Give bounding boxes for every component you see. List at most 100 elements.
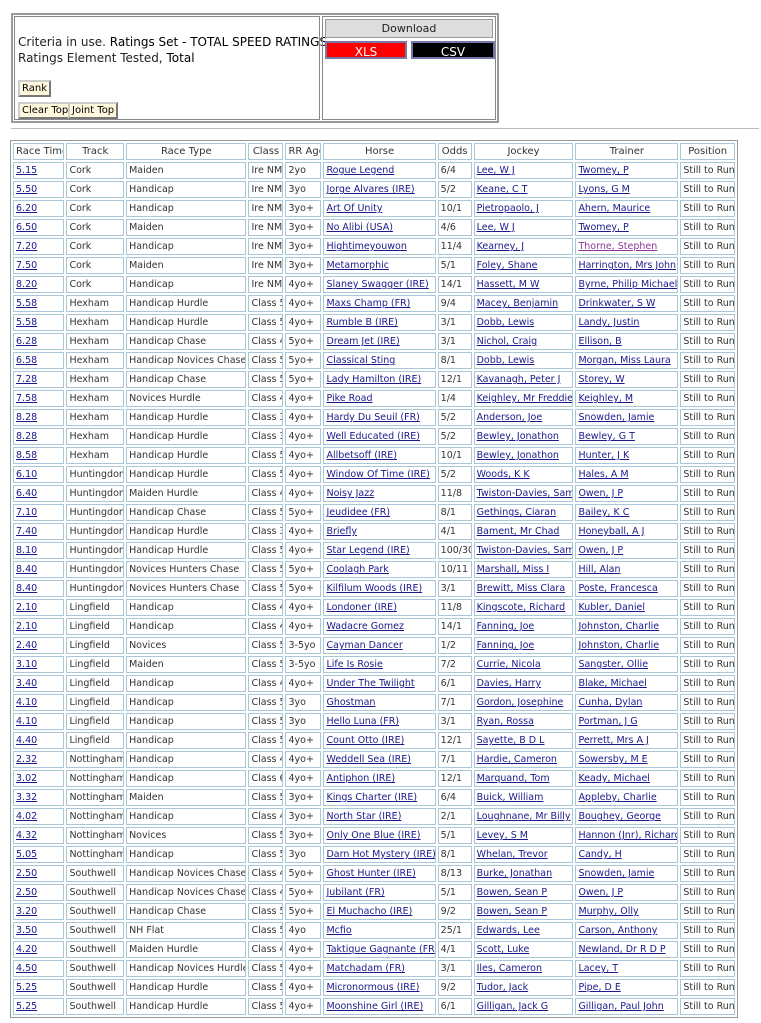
race-time-link[interactable]: 7.40	[16, 526, 38, 537]
horse-link[interactable]: Under The Twilight	[326, 678, 415, 689]
horse-link[interactable]: Kilfilum Woods (IRE)	[326, 583, 423, 594]
jockey-link[interactable]: Dobb, Lewis	[476, 317, 535, 328]
jockey-link[interactable]: Bowen, Sean P	[476, 906, 548, 917]
csv-download-button[interactable]: CSV	[411, 41, 495, 59]
trainer-link[interactable]: Snowden, Jamie	[578, 868, 655, 879]
jockey-link[interactable]: Woods, K K	[476, 469, 530, 480]
horse-link[interactable]: Slaney Swagger (IRE)	[326, 279, 429, 290]
jockey-link[interactable]: Hassett, M W	[476, 279, 540, 290]
jockey-link[interactable]: Sayette, B D L	[476, 735, 545, 746]
race-time-link[interactable]: 5.25	[16, 1001, 38, 1012]
race-time-link[interactable]: 8.40	[16, 564, 38, 575]
jockey-link[interactable]: Bewley, Jonathon	[476, 450, 559, 461]
race-time-link[interactable]: 7.28	[16, 374, 38, 385]
trainer-link[interactable]: Johnston, Charlie	[578, 640, 660, 651]
horse-link[interactable]: Only One Blue (IRE)	[326, 830, 421, 841]
trainer-link[interactable]: Keady, Michael	[578, 773, 650, 784]
jockey-link[interactable]: Buick, William	[476, 792, 544, 803]
horse-link[interactable]: Rumble B (IRE)	[326, 317, 398, 328]
jockey-link[interactable]: Kearney, J	[476, 241, 525, 252]
jockey-link[interactable]: Currie, Nicola	[476, 659, 541, 670]
race-time-link[interactable]: 3.32	[16, 792, 38, 803]
horse-link[interactable]: Jorge Alvares (IRE)	[326, 184, 415, 195]
race-time-link[interactable]: 5.25	[16, 982, 38, 993]
trainer-link[interactable]: Drinkwater, S W	[578, 298, 656, 309]
jockey-link[interactable]: Nichol, Craig	[476, 336, 538, 347]
race-time-link[interactable]: 6.50	[16, 222, 38, 233]
trainer-link[interactable]: Keighley, M	[578, 393, 634, 404]
horse-link[interactable]: Wadacre Gomez	[326, 621, 404, 632]
trainer-link[interactable]: Twomey, P	[578, 222, 629, 233]
jockey-link[interactable]: Marshall, Miss I	[476, 564, 550, 575]
race-time-link[interactable]: 8.40	[16, 583, 38, 594]
race-time-link[interactable]: 8.58	[16, 450, 38, 461]
trainer-link[interactable]: Snowden, Jamie	[578, 412, 655, 423]
race-time-link[interactable]: 4.10	[16, 716, 38, 727]
horse-link[interactable]: Noisy Jazz	[326, 488, 375, 499]
trainer-link[interactable]: Carson, Anthony	[578, 925, 658, 936]
horse-link[interactable]: Lady Hamilton (IRE)	[326, 374, 422, 385]
jockey-link[interactable]: Fanning, Joe	[476, 640, 535, 651]
rank-button[interactable]: Rank	[18, 80, 51, 97]
horse-link[interactable]: No Alibi (USA)	[326, 222, 393, 233]
jockey-link[interactable]: Twiston-Davies, Sam	[476, 545, 574, 556]
jockey-link[interactable]: Gordon, Josephine	[476, 697, 564, 708]
trainer-link[interactable]: Harrington, Mrs John	[578, 260, 677, 271]
trainer-link[interactable]: Bewley, G T	[578, 431, 635, 442]
trainer-link[interactable]: Gilligan, Paul John	[578, 1001, 664, 1012]
trainer-link[interactable]: Poste, Francesca	[578, 583, 658, 594]
horse-link[interactable]: Micronormous (IRE)	[326, 982, 420, 993]
jockey-link[interactable]: Lee, W J	[476, 222, 515, 233]
race-time-link[interactable]: 6.40	[16, 488, 38, 499]
horse-link[interactable]: Art Of Unity	[326, 203, 383, 214]
trainer-link[interactable]: Cunha, Dylan	[578, 697, 643, 708]
trainer-link[interactable]: Murphy, Olly	[578, 906, 639, 917]
race-time-link[interactable]: 2.50	[16, 868, 38, 879]
race-time-link[interactable]: 3.40	[16, 678, 38, 689]
jockey-link[interactable]: Loughnane, Mr Billy	[476, 811, 571, 822]
race-time-link[interactable]: 3.10	[16, 659, 38, 670]
jockey-link[interactable]: Keighley, Mr Freddie	[476, 393, 574, 404]
horse-link[interactable]: North Star (IRE)	[326, 811, 402, 822]
race-time-link[interactable]: 4.40	[16, 735, 38, 746]
jockey-link[interactable]: Tudor, Jack	[476, 982, 529, 993]
horse-link[interactable]: Star Legend (IRE)	[326, 545, 410, 556]
jockey-link[interactable]: Pietropaolo, J	[476, 203, 539, 214]
trainer-link[interactable]: Thorne, Stephen	[578, 241, 658, 252]
race-time-link[interactable]: 3.50	[16, 925, 38, 936]
trainer-link[interactable]: Twomey, P	[578, 165, 629, 176]
trainer-link[interactable]: Hannon (Jnr), Richard	[578, 830, 679, 841]
jockey-link[interactable]: Lee, W J	[476, 165, 515, 176]
jockey-link[interactable]: Bewley, Jonathon	[476, 431, 559, 442]
jockey-link[interactable]: Keane, C T	[476, 184, 528, 195]
horse-link[interactable]: Ghost Hunter (IRE)	[326, 868, 416, 879]
trainer-link[interactable]: Portman, J G	[578, 716, 638, 727]
trainer-link[interactable]: Ellison, B	[578, 336, 622, 347]
jockey-link[interactable]: Davies, Harry	[476, 678, 542, 689]
jockey-link[interactable]: Bowen, Sean P	[476, 887, 548, 898]
race-time-link[interactable]: 6.20	[16, 203, 38, 214]
trainer-link[interactable]: Morgan, Miss Laura	[578, 355, 671, 366]
horse-link[interactable]: Mcfio	[326, 925, 352, 936]
horse-link[interactable]: Darn Hot Mystery (IRE)	[326, 849, 436, 860]
race-time-link[interactable]: 2.50	[16, 887, 38, 898]
trainer-link[interactable]: Owen, J P	[578, 545, 624, 556]
horse-link[interactable]: Hardy Du Seuil (FR)	[326, 412, 420, 423]
horse-link[interactable]: Pike Road	[326, 393, 373, 404]
race-time-link[interactable]: 7.58	[16, 393, 38, 404]
horse-link[interactable]: El Muchacho (IRE)	[326, 906, 413, 917]
horse-link[interactable]: Rogue Legend	[326, 165, 395, 176]
horse-link[interactable]: Allbetsoff (IRE)	[326, 450, 398, 461]
race-time-link[interactable]: 6.28	[16, 336, 38, 347]
trainer-link[interactable]: Kubler, Daniel	[578, 602, 645, 613]
race-time-link[interactable]: 6.10	[16, 469, 38, 480]
race-time-link[interactable]: 2.10	[16, 621, 38, 632]
race-time-link[interactable]: 7.10	[16, 507, 38, 518]
jockey-link[interactable]: Twiston-Davies, Sam	[476, 488, 574, 499]
jockey-link[interactable]: Brewitt, Miss Clara	[476, 583, 566, 594]
trainer-link[interactable]: Blake, Michael	[578, 678, 647, 689]
race-time-link[interactable]: 5.15	[16, 165, 38, 176]
trainer-link[interactable]: Honeyball, A J	[578, 526, 645, 537]
horse-link[interactable]: Well Educated (IRE)	[326, 431, 420, 442]
horse-link[interactable]: Count Otto (IRE)	[326, 735, 405, 746]
